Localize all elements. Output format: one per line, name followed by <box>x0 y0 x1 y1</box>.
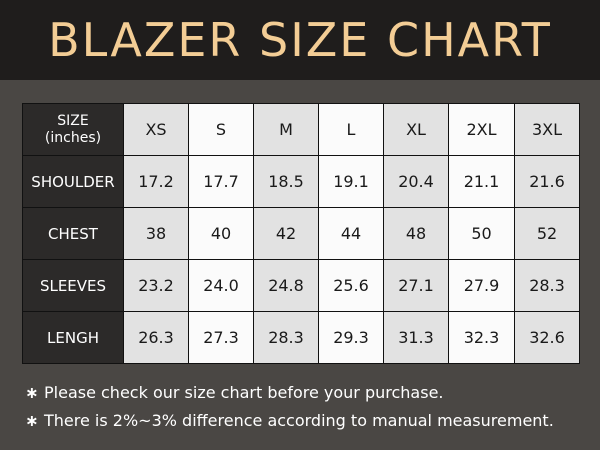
size-label: SIZE <box>57 112 89 129</box>
row-label-length: LENGH <box>22 311 124 364</box>
page-title: BLAZER SIZE CHART <box>48 13 552 67</box>
size-header-2xl: 2XL <box>448 103 515 156</box>
size-header-m: M <box>253 103 319 156</box>
header-band <box>0 0 600 80</box>
size-header-3xl: 3XL <box>514 103 580 156</box>
size-chart-table: SIZE (inches) XS S M L XL 2XL 3XL SHOULD… <box>22 103 580 364</box>
table-cell: 27.1 <box>383 259 449 312</box>
size-unit-header: SIZE (inches) <box>22 103 124 156</box>
table-cell: 19.1 <box>318 155 384 208</box>
note-text: There is 2%~3% difference according to m… <box>44 411 554 430</box>
size-header-xs: XS <box>123 103 189 156</box>
table-cell: 26.3 <box>123 311 189 364</box>
table-cell: 24.8 <box>253 259 319 312</box>
notes-section: ∗ Please check our size chart before your… <box>24 379 594 435</box>
table-cell: 44 <box>318 207 384 260</box>
unit-label: (inches) <box>44 129 102 146</box>
table-cell: 38 <box>123 207 189 260</box>
size-header-xl: XL <box>383 103 449 156</box>
table-row-sleeves: SLEEVES 23.2 24.0 24.8 25.6 27.1 27.9 28… <box>22 259 580 312</box>
row-label-sleeves: SLEEVES <box>22 259 124 312</box>
table-cell: 28.3 <box>514 259 580 312</box>
table-cell: 29.3 <box>318 311 384 364</box>
table-cell: 27.3 <box>188 311 254 364</box>
note-item: ∗ Please check our size chart before your… <box>24 379 594 407</box>
table-cell: 40 <box>188 207 254 260</box>
table-cell: 24.0 <box>188 259 254 312</box>
asterisk-icon: ∗ <box>25 383 39 402</box>
note-item: ∗ There is 2%~3% difference according to … <box>24 407 594 435</box>
table-cell: 25.6 <box>318 259 384 312</box>
table-cell: 50 <box>448 207 515 260</box>
table-cell: 17.2 <box>123 155 189 208</box>
table-cell: 21.6 <box>514 155 580 208</box>
table-cell: 20.4 <box>383 155 449 208</box>
table-row-chest: CHEST 38 40 42 44 48 50 52 <box>22 207 580 260</box>
table-cell: 21.1 <box>448 155 515 208</box>
table-cell: 31.3 <box>383 311 449 364</box>
size-header-s: S <box>188 103 254 156</box>
table-cell: 52 <box>514 207 580 260</box>
table-cell: 23.2 <box>123 259 189 312</box>
table-cell: 18.5 <box>253 155 319 208</box>
row-label-chest: CHEST <box>22 207 124 260</box>
size-header-row: SIZE (inches) XS S M L XL 2XL 3XL <box>22 103 580 156</box>
note-text: Please check our size chart before your … <box>44 383 444 402</box>
table-cell: 42 <box>253 207 319 260</box>
table-cell: 17.7 <box>188 155 254 208</box>
table-cell: 32.6 <box>514 311 580 364</box>
table-row-shoulder: SHOULDER 17.2 17.7 18.5 19.1 20.4 21.1 2… <box>22 155 580 208</box>
asterisk-icon: ∗ <box>25 411 39 430</box>
table-cell: 27.9 <box>448 259 515 312</box>
table-cell: 32.3 <box>448 311 515 364</box>
table-row-length: LENGH 26.3 27.3 28.3 29.3 31.3 32.3 32.6 <box>22 311 580 364</box>
row-label-shoulder: SHOULDER <box>22 155 124 208</box>
table-cell: 28.3 <box>253 311 319 364</box>
table-cell: 48 <box>383 207 449 260</box>
size-header-l: L <box>318 103 384 156</box>
